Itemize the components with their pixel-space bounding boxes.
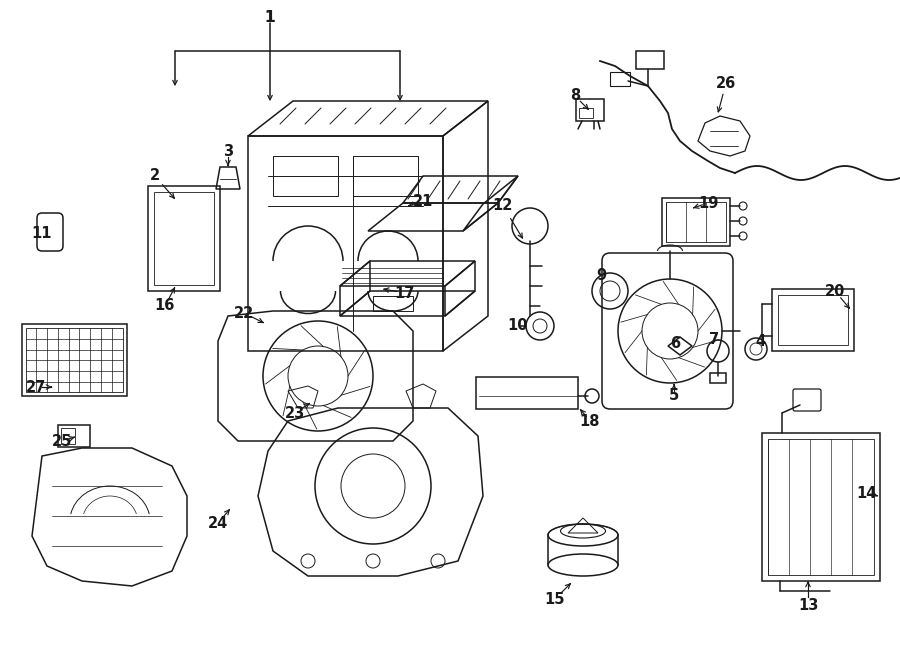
Text: 9: 9 [596, 268, 606, 284]
Text: 7: 7 [709, 332, 719, 346]
Bar [248, 136, 443, 351]
Text: 1: 1 [265, 9, 275, 24]
Bar [58, 425, 90, 447]
Text: 14: 14 [856, 485, 877, 500]
Bar [662, 198, 730, 246]
Bar [666, 202, 726, 242]
Bar [154, 192, 214, 285]
Bar [273, 156, 338, 196]
Text: 22: 22 [234, 305, 254, 321]
Text: 26: 26 [716, 75, 736, 91]
Text: 3: 3 [223, 143, 233, 159]
Bar [778, 295, 848, 345]
Text: 15: 15 [544, 592, 565, 607]
Text: 27: 27 [26, 379, 46, 395]
Bar [148, 186, 220, 291]
Text: 5: 5 [669, 389, 680, 403]
Text: 2: 2 [150, 169, 160, 184]
Text: 13: 13 [797, 598, 818, 613]
Text: 18: 18 [580, 414, 600, 428]
Bar [576, 99, 604, 121]
Text: 21: 21 [413, 194, 433, 208]
Text: 24: 24 [208, 516, 228, 531]
Bar [353, 156, 418, 196]
Bar [61, 428, 75, 444]
Text: 19: 19 [698, 196, 718, 210]
Text: 17: 17 [395, 286, 415, 301]
Bar [26, 328, 123, 392]
Bar [579, 108, 593, 118]
Bar [636, 51, 664, 69]
Text: 16: 16 [155, 299, 176, 313]
Text: 23: 23 [285, 405, 305, 420]
Bar [762, 433, 880, 581]
Bar [22, 324, 127, 396]
Text: 10: 10 [508, 317, 528, 332]
Bar [476, 377, 578, 409]
Text: 11: 11 [32, 225, 52, 241]
Bar [768, 439, 874, 575]
Text: 12: 12 [493, 198, 513, 214]
Text: 20: 20 [824, 284, 845, 299]
Text: 6: 6 [670, 336, 680, 350]
Text: 8: 8 [570, 89, 580, 104]
Bar [610, 72, 630, 86]
Text: 4: 4 [755, 334, 765, 348]
Text: 25: 25 [52, 434, 72, 449]
Bar [710, 373, 726, 383]
Text: 1: 1 [265, 9, 275, 24]
Bar [772, 289, 854, 351]
